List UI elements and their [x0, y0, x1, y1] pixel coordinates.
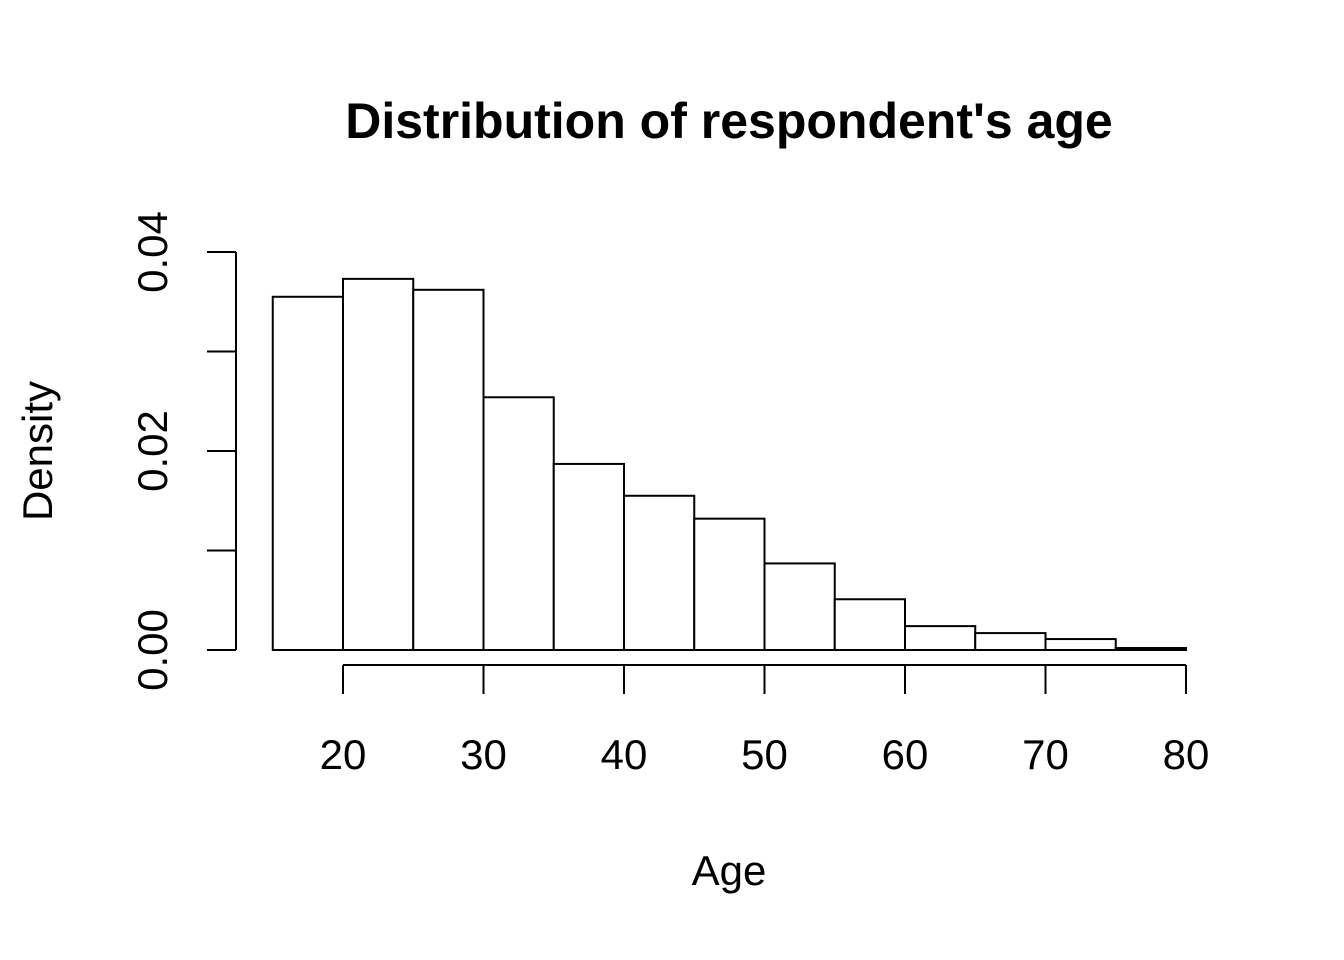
histogram-bar-65-70: [974, 632, 1047, 652]
x-axis: 20 30 40 50 60 70 80: [320, 664, 1210, 778]
y-axis-label: Density: [14, 381, 61, 521]
histogram-bar-55-60: [833, 598, 906, 652]
histogram-bar-70-75: [1044, 638, 1117, 651]
x-tick-label-20: 20: [320, 731, 367, 778]
x-tick-label-50: 50: [741, 731, 788, 778]
histogram-bar-40-45: [623, 494, 696, 651]
histogram-bar-35-40: [552, 462, 625, 651]
histogram-bar-30-35: [482, 396, 555, 651]
histogram-bar-15-20: [271, 295, 344, 651]
histogram-bar-45-50: [693, 517, 766, 651]
y-tick-label-0: 0.00: [129, 609, 176, 691]
chart-title: Distribution of respondent's age: [345, 93, 1112, 149]
histogram-bar-50-55: [763, 562, 836, 651]
x-tick-label-70: 70: [1022, 731, 1069, 778]
histogram-bar-25-30: [412, 288, 485, 651]
x-tick-label-40: 40: [601, 731, 648, 778]
histogram-bar-20-25: [342, 277, 415, 651]
x-axis-label: Age: [692, 847, 767, 894]
bars-group: [271, 277, 1187, 652]
y-tick-label-4: 0.04: [129, 211, 176, 293]
histogram-bar-75-80: [1114, 647, 1187, 652]
histogram-bar-60-65: [904, 625, 977, 651]
x-tick-label-60: 60: [882, 731, 929, 778]
x-tick-label-30: 30: [460, 731, 507, 778]
x-tick-label-80: 80: [1163, 731, 1210, 778]
y-tick-label-2: 0.02: [129, 410, 176, 492]
y-axis: 0.00 0.02 0.04: [129, 211, 237, 691]
